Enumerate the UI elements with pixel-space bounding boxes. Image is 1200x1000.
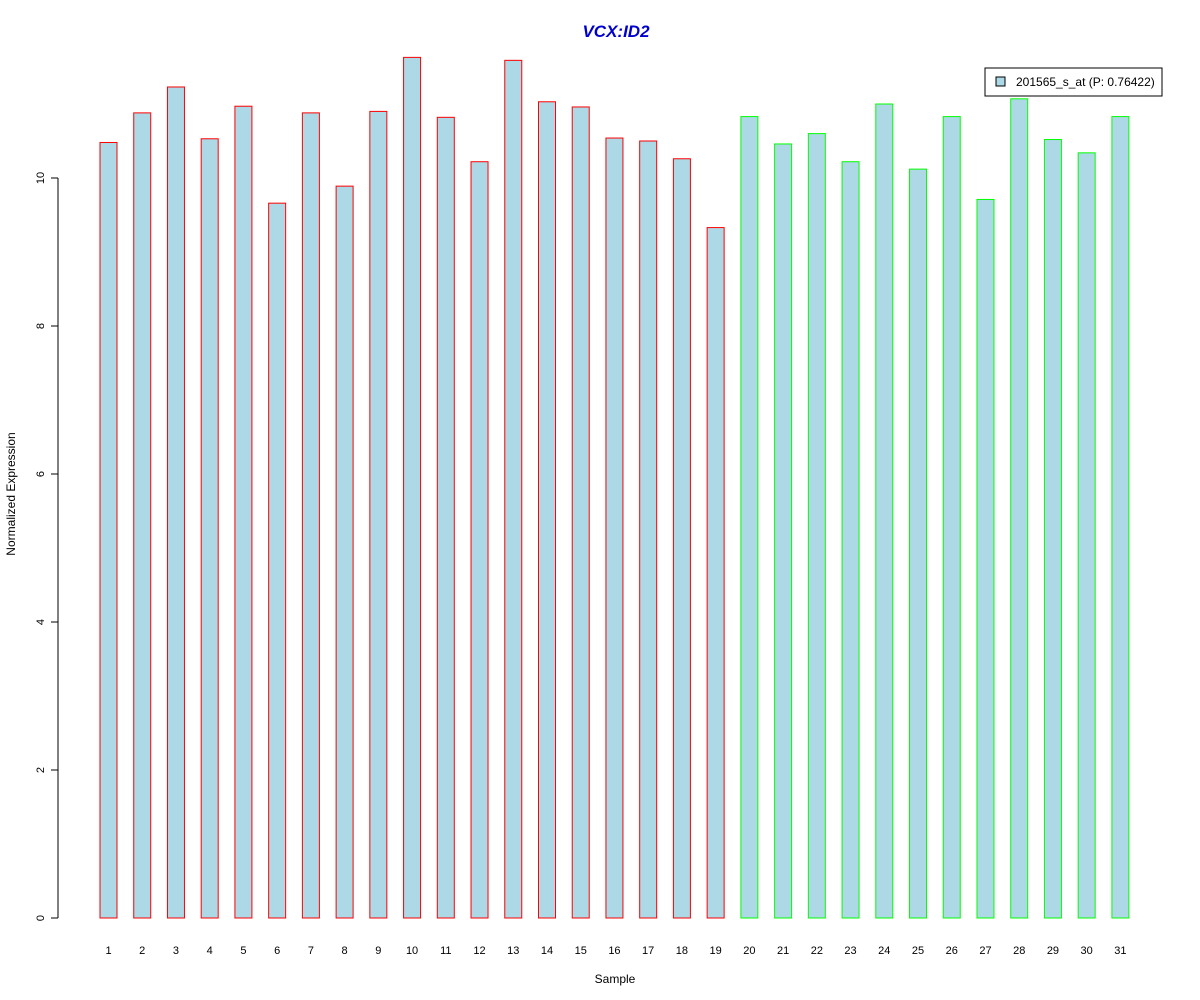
bar-sample-6 [268, 202, 287, 919]
x-tick-label: 18 [676, 945, 688, 957]
y-tick-label: 8 [35, 323, 47, 329]
x-tick-label: 31 [1114, 945, 1126, 957]
legend-label: 201565_s_at (P: 0.76422) [1016, 75, 1155, 89]
x-tick-label: 25 [912, 945, 924, 957]
bar-sample-13 [504, 59, 523, 919]
y-axis: 0 2 4 6 8 10 [35, 172, 59, 921]
y-tick-label: 6 [35, 471, 47, 477]
bar-sample-9 [369, 110, 388, 919]
bar-sample-10 [403, 56, 422, 919]
x-tick-label: 5 [240, 945, 246, 957]
x-tick-label: 4 [207, 945, 213, 957]
x-tick-label: 11 [440, 945, 451, 957]
y-axis-title: Normalized Expression [4, 432, 18, 555]
x-tick-label: 23 [844, 945, 856, 957]
bar-sample-28 [1010, 98, 1029, 919]
bar-sample-12 [470, 161, 489, 919]
x-tick-label: 16 [608, 945, 620, 957]
y-tick-label: 4 [35, 619, 47, 625]
bar-sample-27 [976, 198, 995, 919]
x-tick-label: 12 [473, 945, 485, 957]
x-tick-label: 27 [979, 945, 991, 957]
x-tick-label: 1 [105, 945, 111, 957]
x-tick-label: 19 [710, 945, 722, 957]
bar-sample-8 [335, 185, 354, 919]
bar-sample-24 [875, 103, 894, 919]
x-tick-label: 2 [139, 945, 145, 957]
bar-sample-11 [436, 116, 455, 919]
y-tick-label: 10 [35, 172, 47, 184]
x-tick-label: 30 [1081, 945, 1093, 957]
bar-sample-14 [537, 101, 556, 919]
x-tick-label: 9 [375, 945, 381, 957]
x-axis-labels: 1 2 3 4 5 6 7 8 9 10 11 12 13 14 15 16 17 18 19 20 21 22 23 24 2… [105, 945, 1126, 957]
x-tick-label: 14 [541, 945, 553, 957]
x-axis-title: Sample [595, 972, 636, 986]
x-tick-label: 13 [507, 945, 519, 957]
bar-sample-19 [706, 227, 725, 919]
x-tick-label: 21 [777, 945, 789, 957]
bar-sample-18 [672, 158, 691, 919]
bar-sample-20 [740, 116, 759, 919]
x-tick-label: 22 [811, 945, 823, 957]
bar-sample-7 [301, 112, 320, 919]
bar-sample-5 [234, 105, 253, 919]
x-tick-label: 24 [878, 945, 890, 957]
bar-sample-21 [774, 143, 793, 919]
x-tick-label: 10 [406, 945, 418, 957]
bar-sample-15 [571, 106, 590, 919]
y-tick-label: 0 [35, 915, 47, 921]
bar-sample-26 [942, 116, 961, 919]
x-tick-label: 15 [575, 945, 587, 957]
legend-box [984, 67, 1163, 97]
bar-sample-4 [200, 138, 219, 919]
bar-sample-22 [807, 133, 826, 919]
bar-sample-16 [605, 137, 624, 919]
x-tick-label: 3 [173, 945, 179, 957]
bar-sample-29 [1043, 139, 1062, 919]
bar-sample-30 [1077, 152, 1096, 919]
x-tick-label: 29 [1047, 945, 1059, 957]
legend: 201565_s_at (P: 0.76422) [984, 67, 1163, 97]
x-tick-label: 28 [1013, 945, 1025, 957]
bar-sample-23 [841, 161, 860, 919]
x-tick-label: 20 [743, 945, 755, 957]
x-tick-label: 8 [342, 945, 348, 957]
bar-sample-1 [99, 141, 118, 919]
bar-sample-25 [909, 168, 928, 919]
bar-sample-31 [1111, 116, 1130, 919]
bars [99, 56, 1130, 919]
legend-swatch [995, 76, 1006, 87]
y-tick-label: 2 [35, 767, 47, 773]
bar-sample-3 [166, 86, 185, 919]
bar-sample-2 [133, 112, 152, 919]
x-tick-label: 6 [274, 945, 280, 957]
x-tick-label: 7 [308, 945, 314, 957]
x-tick-label: 17 [642, 945, 654, 957]
x-tick-label: 26 [946, 945, 958, 957]
chart-title: VCX:ID2 [582, 22, 650, 41]
bar-sample-17 [639, 140, 658, 919]
